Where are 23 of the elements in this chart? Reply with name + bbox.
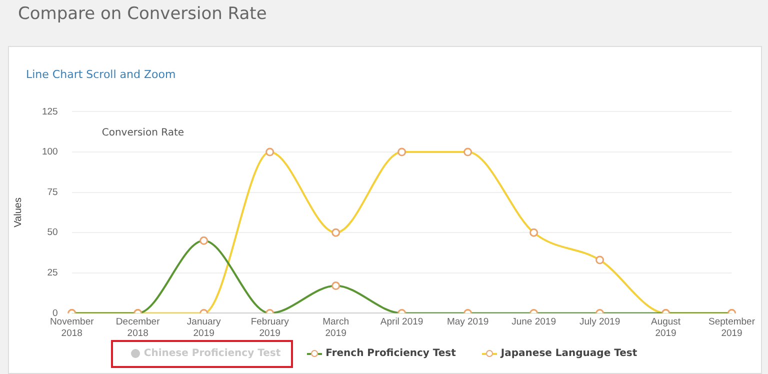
y-tick-label: 100 (42, 146, 58, 158)
x-tick-label: September 2019 (708, 316, 756, 339)
chart-title: Compare on Conversion Rate (18, 4, 267, 24)
y-tick-label: 125 (42, 106, 58, 118)
x-tick-label: January 2019 (186, 316, 221, 339)
x-tick-label: May 2019 (446, 316, 489, 328)
y-axis-title: Values (12, 198, 24, 228)
x-tick-label: August 2019 (650, 316, 681, 339)
x-tick-label: March 2019 (322, 316, 350, 339)
annotation: Conversion Rate (102, 128, 184, 139)
y-tick-label: 75 (47, 186, 58, 198)
x-tick-label: February 2019 (250, 316, 290, 339)
chart-subtitle: Line Chart Scroll and Zoom (26, 68, 176, 81)
x-tick-label: December 2018 (116, 316, 160, 339)
x-tick-label: June 2019 (512, 316, 556, 328)
legend-label: Japanese Language Test (500, 348, 638, 359)
y-tick-label: 50 (47, 227, 58, 238)
legend-label: French Proficiency Test (326, 348, 456, 359)
x-tick-label: November 2018 (50, 316, 94, 339)
x-tick-label: April 2019 (380, 316, 424, 328)
y-tick-label: 25 (47, 268, 58, 279)
y-tick-label: 0 (52, 308, 58, 319)
x-tick-label: July 2019 (579, 316, 620, 328)
